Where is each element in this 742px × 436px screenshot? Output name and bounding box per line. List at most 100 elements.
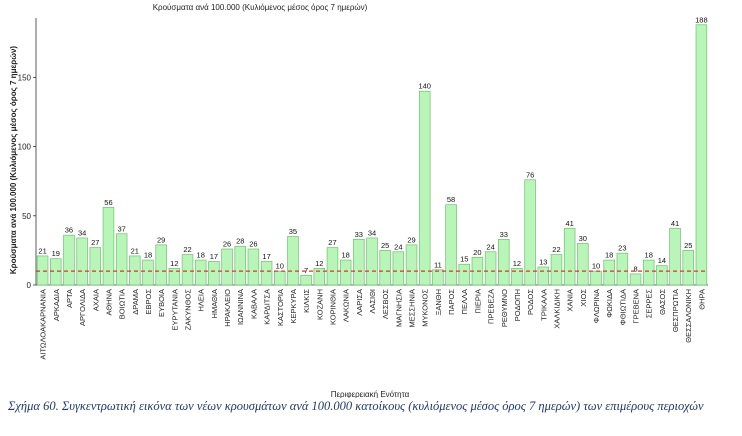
x-tick-label-41: ΧΙΟΣ [579,289,588,307]
bar-10 [168,268,181,286]
x-tick-label-12: ΗΛΕΙΑ [197,289,206,312]
value-label-6: 37 [117,224,125,233]
value-label-23: 18 [341,251,349,260]
x-tick-label-34: ΠΡΕΒΕΖΑ [487,289,496,324]
x-tick-label-36: ΡΟΔΟΠΗ [513,289,522,321]
bar-9 [155,244,167,286]
bar-29 [418,90,431,286]
value-label-25: 34 [368,228,376,237]
bar-chart: Κρούσματα ανά 100.000 (Κυλιόμενος μέσος … [9,3,708,398]
bar-48 [669,227,681,286]
x-tick-label-38: ΤΡΙΚΑΛΑ [539,289,548,321]
value-label-45: 8 [633,264,637,273]
value-label-9: 29 [157,235,165,244]
value-label-3: 34 [78,228,86,237]
x-tick-label-15: ΙΩΑΝΝΙΝΑ [236,289,245,325]
y-tick-label: 150 [18,73,32,82]
bar-40 [563,227,576,286]
value-label-19: 35 [289,227,297,236]
figure-caption: Σχήμα 60. Συγκεντρωτική εικόνα των νέων … [8,399,704,413]
bar-2 [63,234,75,286]
value-label-18: 10 [276,262,284,271]
value-label-15: 28 [236,237,244,246]
x-tick-label-39: ΧΑΛΚΙΔΙΚΗ [552,289,561,329]
x-tick-label-30: ΞΑΝΘΗ [434,289,443,316]
x-tick-label-50: ΘΗΡΑ [697,289,706,310]
x-tick-label-35: ΡΕΘΥΜΝΟ [500,289,509,327]
bar-24 [353,238,365,286]
x-tick-label-44: ΦΘΙΩΤΙΔΑ [618,289,627,325]
y-tick-label: 50 [22,212,31,221]
value-label-12: 18 [197,251,205,260]
value-label-36: 12 [513,259,521,268]
bar-21 [313,268,326,286]
bar-34 [484,251,497,286]
x-tick-label-9: ΕΥΒΟΙΑ [157,289,166,317]
y-tick-label: 100 [18,143,32,152]
x-tick-label-40: ΧΑΝΙΑ [566,289,575,312]
bar-20 [300,274,312,286]
bar-23 [339,259,352,286]
x-tick-label-19: ΚΕΡΚΥΡΑ [289,289,298,323]
bar-17 [260,261,273,286]
x-tick-label-48: ΘΕΣΠΡΩΤΙΑ [671,289,680,332]
x-tick-label-25: ΛΑΣΙΘΙ [368,289,377,314]
value-label-21: 12 [315,259,323,268]
x-tick-label-8: ΕΒΡΟΣ [144,289,153,315]
value-label-27: 24 [394,242,402,251]
bar-46 [642,259,655,286]
value-label-48: 41 [671,219,679,228]
bar-16 [247,248,260,286]
value-label-34: 24 [486,242,494,251]
bar-7 [129,255,141,286]
bar-41 [577,243,589,286]
value-label-13: 17 [210,252,218,261]
bar-3 [76,237,88,286]
x-tick-label-28: ΜΕΣΣΗΝΙΑ [408,289,417,327]
x-tick-label-18: ΚΑΣΤΟΡΙΑ [276,289,285,326]
bar-43 [603,259,615,286]
value-label-32: 15 [460,255,468,264]
bar-36 [511,268,523,286]
value-label-29: 140 [418,82,431,91]
x-tick-label-32: ΠΕΛΛΑ [460,289,469,314]
value-label-7: 21 [131,246,139,255]
bar-42 [590,270,602,286]
x-tick-label-14: ΗΡΑΚΛΕΙΟ [223,289,232,327]
value-label-31: 58 [447,195,455,204]
value-label-43: 18 [605,251,613,260]
bar-18 [274,270,286,286]
value-label-41: 30 [579,234,587,243]
bar-32 [458,263,470,286]
bar-25 [366,237,378,286]
x-tick-label-10: ΕΥΡΥΤΑΝΙΑ [170,289,179,331]
bar-19 [287,236,299,286]
bars-group [36,24,708,286]
x-tick-label-3: ΑΡΓΟΛΙΔΑ [78,289,87,326]
value-label-17: 17 [262,252,270,261]
x-tick-label-47: ΘΑΣΟΣ [658,289,667,315]
x-tick-label-45: ΓΡΕΒΕΝΑ [632,289,641,324]
x-tick-label-22: ΚΟΡΙΝΘΙΑ [328,289,337,325]
value-label-38: 13 [539,258,547,267]
x-tick-label-1: ΑΡΚΑΔΙΑ [52,289,61,321]
x-tick-label-24: ΛΑΡΙΣΑ [355,289,364,316]
value-label-14: 26 [223,240,231,249]
bar-8 [142,259,154,286]
value-labels-group: 21 19 36 34 27 56 37 21 18 29 12 22 18 17 26 28 26 17 10 35… [38,15,707,275]
x-tick-labels-group: ΑΙΤΩΛΟΑΚΑΡΝΑΝΙΑ ΑΡΚΑΔΙΑ ΑΡΤΑ ΑΡΓΟΛΙΔΑ ΑΧΑΙΑ Α… [39,289,707,360]
bar-50 [695,24,708,286]
value-label-40: 41 [565,219,573,228]
bar-1 [50,258,62,286]
bar-13 [208,261,220,286]
bar-30 [432,269,444,286]
value-label-39: 22 [552,245,560,254]
value-label-2: 36 [65,226,73,235]
x-tick-label-23: ΛΑΚΩΝΙΑ [342,289,351,322]
value-label-35: 33 [500,230,508,239]
bar-14 [221,248,233,286]
value-label-5: 56 [104,198,112,207]
value-label-28: 29 [407,235,415,244]
bar-6 [115,233,128,286]
value-label-49: 25 [684,241,692,250]
